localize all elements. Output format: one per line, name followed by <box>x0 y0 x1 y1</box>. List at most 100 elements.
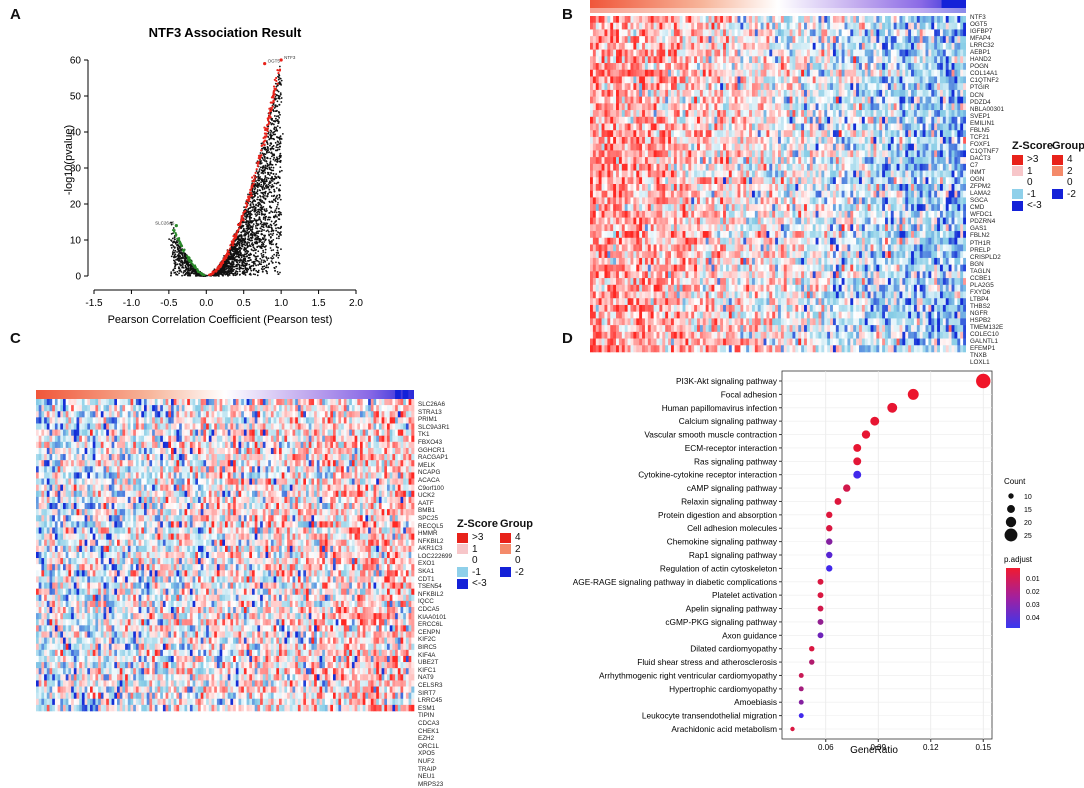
gene-label: TAGLN <box>970 268 1004 275</box>
gene-label: CDT1 <box>418 576 452 584</box>
gene-label: GALNTL1 <box>970 338 1004 345</box>
pathway-label: PI3K-Akt signaling pathway <box>676 376 778 386</box>
group-annotation-bar-secondary <box>590 8 966 13</box>
gene-label: SIRT7 <box>418 690 452 698</box>
pathway-label: AGE-RAGE signaling pathway in diabetic c… <box>573 577 777 587</box>
volcano-x-tick-label: -0.5 <box>160 298 178 309</box>
pathway-dot <box>826 512 832 518</box>
pathway-label: Calcium signaling pathway <box>679 416 778 426</box>
pathway-dot <box>799 713 804 718</box>
volcano-x-tick-label: 1.0 <box>274 298 288 309</box>
gene-label: BIRC5 <box>418 644 452 652</box>
pathway-dot <box>826 552 832 558</box>
pathway-label: Amoebiasis <box>734 697 777 707</box>
gene-label: C1QTNF2 <box>970 77 1004 84</box>
gene-label: ERCC6L <box>418 621 452 629</box>
gene-label: KIF4A <box>418 652 452 660</box>
group-legend-item: 0 <box>1067 177 1073 188</box>
gene-label: CDCA3 <box>418 720 452 728</box>
zscore-legend-item: -1 <box>472 567 481 578</box>
dotplot-x-tick-label: 0.09 <box>870 743 886 752</box>
gene-label: GAS1 <box>970 225 1004 232</box>
gene-label: HAND2 <box>970 56 1004 63</box>
gene-label: SLC9A3R1 <box>418 424 452 432</box>
volcano-x-tick-label: -1.0 <box>123 298 141 309</box>
gene-label: OGT5 <box>970 21 1004 28</box>
gene-label: PTH1R <box>970 240 1004 247</box>
volcano-point-cloud <box>168 66 284 277</box>
gene-label: CHEK1 <box>418 728 452 736</box>
heatmap-cells <box>36 399 414 711</box>
gene-label: C1QTNF7 <box>970 148 1004 155</box>
count-legend-dot <box>1008 493 1013 498</box>
zscore-legend-title: Z-Score <box>1012 140 1053 152</box>
pathway-dot <box>870 417 879 426</box>
volcano-plot: NTF3 Association Result 0102030405060-1.… <box>60 0 430 330</box>
gene-label: CELSR3 <box>418 682 452 690</box>
volcano-x-tick-label: 2.0 <box>349 298 363 309</box>
pathway-dot <box>908 389 919 400</box>
panel-letter-a: A <box>10 6 21 23</box>
panel-letter-b: B <box>562 6 573 23</box>
pathway-label: Cytokine-cytokine receptor interaction <box>638 470 777 480</box>
group-annotation-block <box>403 390 409 399</box>
volcano-highlight-point <box>263 62 266 65</box>
dotplot-x-tick-label: 0.06 <box>818 743 834 752</box>
gene-label: NFKBIL2 <box>418 538 452 546</box>
gene-label: HMMR <box>418 530 452 538</box>
gene-label: COLEC10 <box>970 331 1004 338</box>
pathway-label: Axon guidance <box>722 630 777 640</box>
gene-label: RACGAP1 <box>418 454 452 462</box>
count-legend-dot <box>1007 505 1015 513</box>
gene-label: SLC26A6 <box>418 401 452 409</box>
count-legend-label: 15 <box>1024 507 1032 514</box>
gene-label: TRAIP <box>418 766 452 774</box>
gene-label: SVEP1 <box>970 113 1004 120</box>
gene-label: BGN <box>970 261 1004 268</box>
gene-label: COL14A1 <box>970 70 1004 77</box>
volcano-x-tick-label: 0.0 <box>199 298 213 309</box>
gene-label: FBLN2 <box>970 232 1004 239</box>
gene-label: KIAA0101 <box>418 614 452 622</box>
gene-label: TSEN54 <box>418 583 452 591</box>
count-legend-label: 20 <box>1024 520 1032 527</box>
volcano-x-tick-label: -1.5 <box>85 298 103 309</box>
group-legend-item: 4 <box>515 532 521 543</box>
gene-label: AKR1C3 <box>418 545 452 553</box>
gene-label: FBLN5 <box>970 127 1004 134</box>
pathway-dot <box>818 579 824 585</box>
group-legend-item: 0 <box>515 555 521 566</box>
pathway-dot <box>818 632 824 638</box>
gene-label: NBLA00301 <box>970 106 1004 113</box>
gene-label: NEU1 <box>418 773 452 781</box>
heatmap-b-zscore-legend: Z-Score >3 1 0 -1 <-3 <box>1012 140 1053 212</box>
gene-label: RECQL5 <box>418 523 452 531</box>
gene-label: SKA1 <box>418 568 452 576</box>
gene-label: EXO1 <box>418 560 452 568</box>
pathway-label: Relaxin signaling pathway <box>681 496 778 506</box>
zscore-legend-item: 0 <box>472 555 478 566</box>
gene-label: NAT9 <box>418 674 452 682</box>
pathway-dot <box>862 430 870 438</box>
count-legend-title: Count <box>1004 477 1026 486</box>
pathway-dot <box>809 646 814 651</box>
gene-label: TMEM132E <box>970 324 1004 331</box>
gene-label: CDCA5 <box>418 606 452 614</box>
zscore-legend-item: <-3 <box>472 578 487 589</box>
pathway-label: Protein digestion and absorption <box>658 510 777 520</box>
group-legend-title: Group <box>500 518 533 530</box>
zscore-legend-item: >3 <box>472 532 483 543</box>
gene-label: OGN <box>970 176 1004 183</box>
padj-legend-label: 0.03 <box>1026 602 1040 609</box>
gene-label: XPO5 <box>418 750 452 758</box>
gene-label: ORC1L <box>418 743 452 751</box>
zscore-legend-item: 1 <box>1027 166 1033 177</box>
gene-label: DCN <box>970 92 1004 99</box>
gene-label: BMB1 <box>418 507 452 515</box>
gene-label: WFDC1 <box>970 211 1004 218</box>
pathway-dot <box>976 374 990 388</box>
gene-label: GGHCR1 <box>418 447 452 455</box>
heatmap-c-group-legend: Group 4 2 0 -2 <box>500 518 533 578</box>
